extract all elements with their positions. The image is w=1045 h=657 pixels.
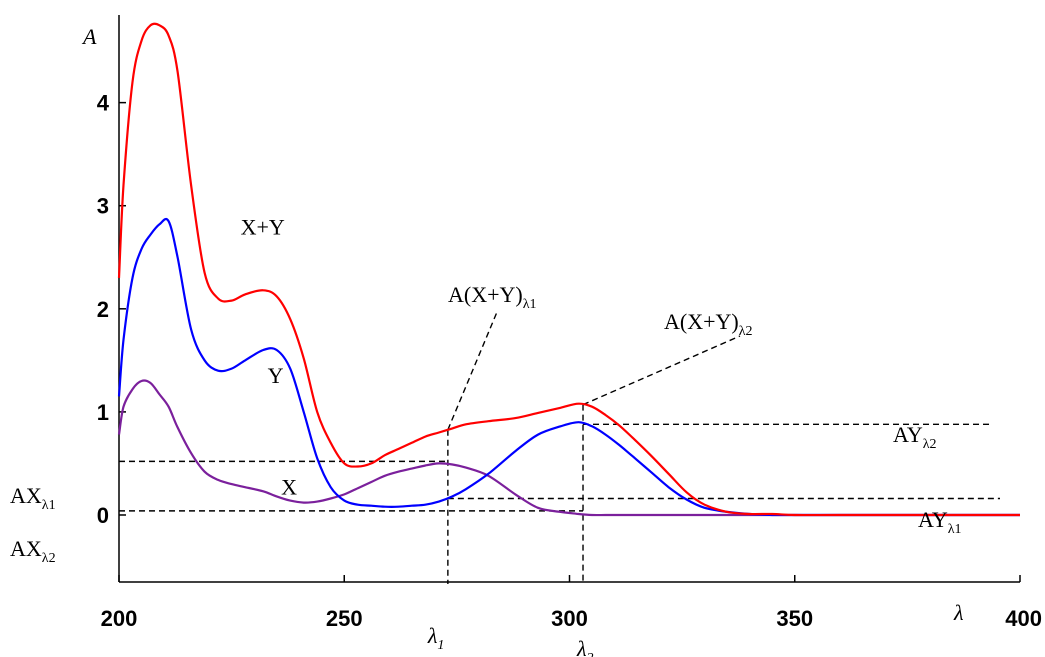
lambda1-label: λ1: [427, 623, 445, 653]
curve-label-y: Y: [268, 363, 284, 388]
series-line-x: [117, 379, 1020, 517]
x-tick-label: 300: [551, 606, 588, 631]
x-axis-label: λ: [953, 600, 964, 625]
y-axis-label: A: [81, 24, 97, 49]
series-line-y: [117, 217, 1020, 517]
y-tick-label: 4: [97, 91, 110, 116]
guide-lines: [119, 311, 1000, 584]
x-tick-label: 200: [101, 606, 138, 631]
curve-labels: X+Y Y X: [241, 215, 298, 500]
annotation-ay-lambda2: AYλ2: [893, 422, 937, 452]
axes: [118, 15, 1020, 583]
annotation-a-xy-lambda2: A(X+Y)λ2: [664, 309, 753, 339]
x-tick-label: 400: [1005, 606, 1042, 631]
y-tick-label: 0: [97, 503, 109, 528]
x-tick-label: 250: [326, 606, 363, 631]
y-tick-label: 1: [97, 400, 109, 425]
a-xy-lambda2-leader: [582, 335, 741, 406]
x-ticks: 200 250 300 350 400: [101, 575, 1042, 631]
y-ticks: 0 1 2 3 4: [97, 91, 126, 528]
annotation-a-xy-lambda1: A(X+Y)λ1: [448, 282, 537, 312]
lambda2-label: λ2: [576, 636, 594, 657]
annotation-ay-lambda1: AYλ1: [918, 507, 962, 537]
y-tick-label: 2: [97, 297, 109, 322]
annotation-ax-lambda1: AXλ1: [10, 483, 56, 513]
y-tick-label: 3: [97, 194, 109, 219]
wavelength-markers: λ1 λ2: [427, 623, 594, 657]
series-line-x-plus-y: [117, 22, 1020, 517]
annotations: A(X+Y)λ1 A(X+Y)λ2 AXλ1 AXλ2 AYλ2 AYλ1: [10, 282, 962, 566]
series-lines: [117, 22, 1020, 517]
annotation-ax-lambda2: AXλ2: [10, 536, 56, 566]
curve-label-x: X: [281, 474, 297, 499]
a-xy-lambda1-leader: [447, 311, 498, 431]
x-tick-label: 350: [776, 606, 813, 631]
curve-label-x-plus-y: X+Y: [241, 215, 285, 240]
